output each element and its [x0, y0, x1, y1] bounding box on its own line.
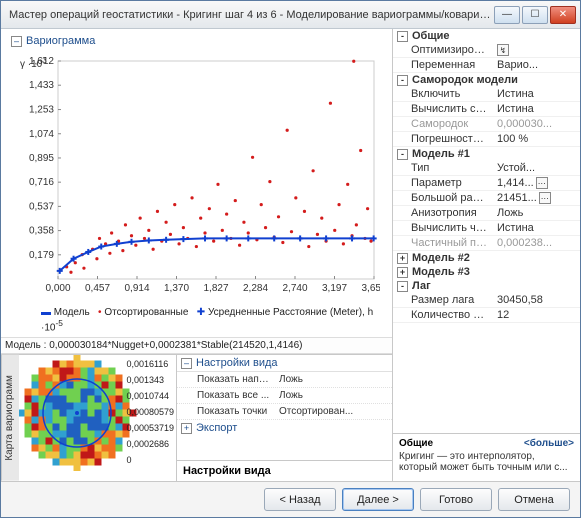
- view-setting-row[interactable]: Показать точкиОтсортирован...: [177, 404, 392, 420]
- prop-row[interactable]: Количество лагов12: [393, 308, 580, 323]
- help-box: Общие <больше> Кригинг — это интерполято…: [393, 433, 580, 481]
- finish-button[interactable]: Готово: [420, 488, 492, 511]
- prop-section[interactable]: -Лаг: [393, 279, 580, 293]
- prop-section[interactable]: -Модель #1: [393, 147, 580, 161]
- back-button[interactable]: < Назад: [264, 488, 336, 511]
- view-setting-row[interactable]: Показать все ...Ложь: [177, 388, 392, 404]
- prop-row[interactable]: Большой радиус вл...21451... ⋯: [393, 191, 580, 206]
- svg-text:1,370: 1,370: [163, 283, 188, 294]
- svg-text:γ ·103: γ ·103: [20, 56, 47, 70]
- model-formula: Модель : 0,000030184*Nugget+0,0002381*St…: [1, 337, 392, 354]
- view-settings-footer: Настройки вида: [177, 460, 392, 481]
- svg-text:0,716: 0,716: [28, 177, 53, 188]
- prop-section[interactable]: +Модель #3: [393, 265, 580, 279]
- svg-text:2,740: 2,740: [282, 283, 307, 294]
- svg-text:0,895: 0,895: [28, 153, 53, 164]
- view-setting-row[interactable]: Показать напр...Ложь: [177, 372, 392, 388]
- prop-row[interactable]: АнизотропияЛожь: [393, 206, 580, 221]
- export-section[interactable]: + Экспорт: [177, 420, 392, 436]
- svg-text:1,074: 1,074: [28, 129, 53, 140]
- optimize-icon[interactable]: ↯: [497, 44, 509, 56]
- prop-row[interactable]: Вычислить частич...Истина: [393, 221, 580, 236]
- ellipsis-icon[interactable]: ⋯: [539, 192, 551, 204]
- prop-section[interactable]: -Общие: [393, 29, 580, 43]
- heatmap-legend: 0,00161160,0013430,00107440,000805790,00…: [126, 359, 174, 471]
- variogram-chart[interactable]: 1,6121,4331,2531,0740,8950,7160,5370,358…: [14, 53, 380, 305]
- next-button[interactable]: Далее >: [342, 488, 414, 511]
- collapse-icon[interactable]: –: [11, 36, 22, 47]
- chart-legend: ▬ Модель • Отсортированные ✚ Усредненные…: [7, 305, 386, 333]
- view-settings-title: – Настройки вида: [177, 355, 392, 371]
- svg-text:0,457: 0,457: [84, 283, 109, 294]
- property-grid[interactable]: -ОбщиеОптимизировать м...↯ПеременнаяВари…: [393, 29, 580, 433]
- window-title: Мастер операций геостатистики - Кригинг …: [1, 9, 492, 21]
- help-title: Общие: [399, 438, 433, 449]
- svg-text:0,537: 0,537: [28, 201, 53, 212]
- svg-text:3,197: 3,197: [321, 283, 346, 294]
- titlebar[interactable]: Мастер операций геостатистики - Кригинг …: [1, 1, 580, 29]
- variogram-map[interactable]: 0,00161160,0013430,00107440,000805790,00…: [19, 355, 176, 481]
- close-button[interactable]: ✕: [550, 6, 576, 24]
- help-text: Кригинг — это интерполятор, который може…: [399, 451, 574, 477]
- cancel-button[interactable]: Отмена: [498, 488, 570, 511]
- prop-row[interactable]: Оптимизировать м...↯: [393, 43, 580, 58]
- svg-text:3,654: 3,654: [361, 283, 380, 294]
- prop-row[interactable]: Погрешность изме...100 %: [393, 132, 580, 147]
- svg-text:0,179: 0,179: [28, 250, 53, 261]
- variogram-title: – Вариограмма: [7, 33, 386, 49]
- prop-section[interactable]: +Модель #2: [393, 251, 580, 265]
- prop-row[interactable]: ПеременнаяВарио...: [393, 58, 580, 73]
- maximize-button[interactable]: ☐: [522, 6, 548, 24]
- heatmap-tab[interactable]: Карта вариограмм: [1, 355, 19, 481]
- prop-row[interactable]: Параметр1,414... ⋯: [393, 176, 580, 191]
- svg-text:0,358: 0,358: [28, 226, 53, 237]
- prop-row[interactable]: ТипУстой...: [393, 161, 580, 176]
- collapse-icon[interactable]: –: [181, 358, 192, 369]
- svg-text:0,914: 0,914: [124, 283, 149, 294]
- wizard-footer: < Назад Далее > Готово Отмена: [1, 481, 580, 517]
- prop-row[interactable]: ВключитьИстина: [393, 87, 580, 102]
- prop-row[interactable]: Самородок0,000030...: [393, 117, 580, 132]
- ellipsis-icon[interactable]: ⋯: [536, 177, 548, 189]
- prop-row[interactable]: Размер лага30450,58: [393, 293, 580, 308]
- prop-section[interactable]: -Самородок модели: [393, 73, 580, 87]
- prop-row[interactable]: Частичный порог0,000238...: [393, 236, 580, 251]
- prop-row[interactable]: Вычислить саморо...Истина: [393, 102, 580, 117]
- svg-text:0,000: 0,000: [45, 283, 70, 294]
- svg-text:2,284: 2,284: [242, 283, 267, 294]
- svg-text:1,253: 1,253: [28, 105, 53, 116]
- svg-text:1,827: 1,827: [203, 283, 228, 294]
- expand-icon[interactable]: +: [181, 423, 192, 434]
- help-more-link[interactable]: <больше>: [524, 438, 574, 449]
- wizard-window: Мастер операций геостатистики - Кригинг …: [0, 0, 581, 518]
- svg-text:1,433: 1,433: [28, 80, 53, 91]
- minimize-button[interactable]: —: [494, 6, 520, 24]
